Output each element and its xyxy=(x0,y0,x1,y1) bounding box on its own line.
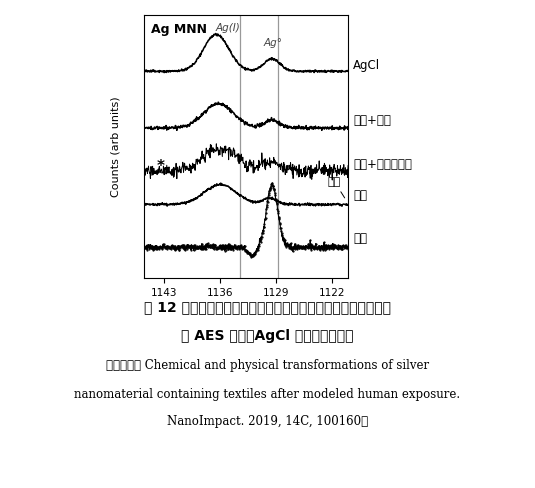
Text: NanoImpact. 2019, 14C, 100160。: NanoImpact. 2019, 14C, 100160。 xyxy=(167,415,368,428)
Text: 数据来源： Chemical and physical transformations of silver: 数据来源： Chemical and physical transformati… xyxy=(106,359,429,372)
Text: nanomaterial containing textiles after modeled human exposure.: nanomaterial containing textiles after m… xyxy=(74,388,461,401)
Y-axis label: Counts (arb units): Counts (arb units) xyxy=(110,96,120,197)
Text: *: * xyxy=(156,159,164,174)
Text: AgCl: AgCl xyxy=(353,59,380,72)
Text: 敷料: 敷料 xyxy=(328,177,345,198)
Text: 敷料: 敷料 xyxy=(353,189,367,203)
Text: Ag°: Ag° xyxy=(264,39,283,48)
Text: 敷料+伤口渗出液: 敷料+伤口渗出液 xyxy=(353,158,412,171)
Text: 的 AES 图谱。AgCl 和銀箔为对照。: 的 AES 图谱。AgCl 和銀箔为对照。 xyxy=(181,329,354,344)
Text: 图 12 某种含銀敷料及与不同体液（汗液和伤口渗出液）接触后: 图 12 某种含銀敷料及与不同体液（汗液和伤口渗出液）接触后 xyxy=(144,300,391,314)
Text: Ag(I): Ag(I) xyxy=(216,22,240,33)
Text: Ag MNN: Ag MNN xyxy=(150,22,207,36)
Text: 銀箔: 銀箔 xyxy=(353,232,367,245)
Text: 敷料+汗液: 敷料+汗液 xyxy=(353,114,391,127)
